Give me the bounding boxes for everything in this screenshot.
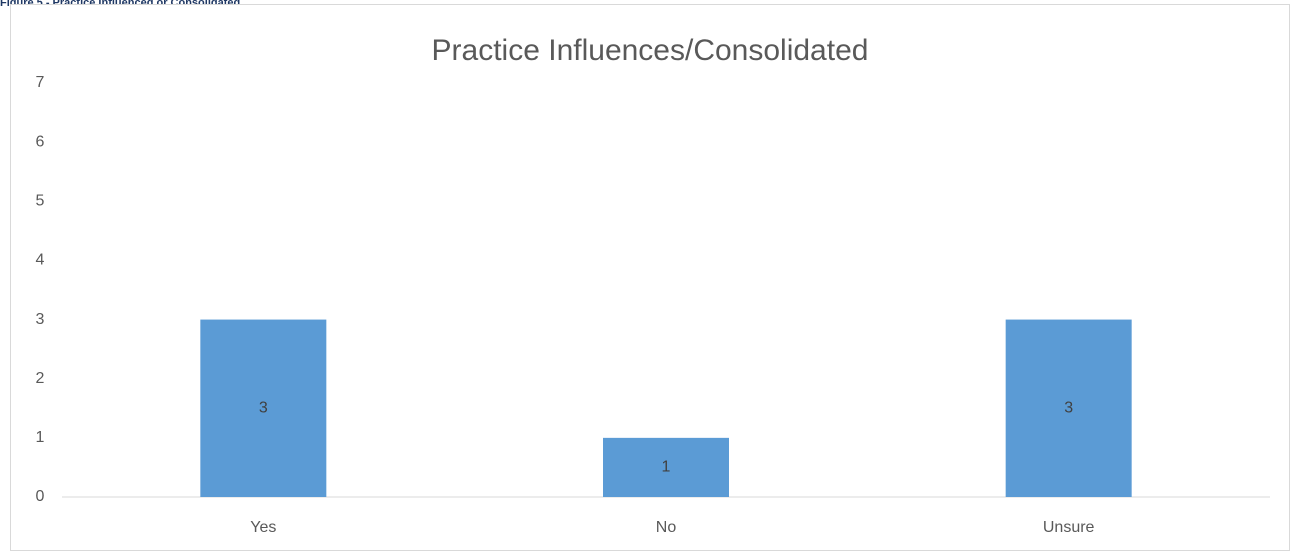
y-tick-label: 0	[36, 488, 45, 505]
x-tick-label: Unsure	[1043, 519, 1095, 536]
data-label: 1	[662, 459, 671, 476]
chart-title: Practice Influences/Consolidated	[432, 34, 869, 67]
y-tick-label: 2	[36, 370, 45, 387]
x-tick-label: No	[656, 519, 677, 536]
y-tick-label: 4	[36, 252, 45, 269]
bar	[200, 319, 327, 497]
data-label: 3	[1064, 400, 1073, 417]
y-tick-label: 7	[36, 74, 45, 91]
y-tick-label: 5	[36, 193, 45, 210]
y-tick-label: 3	[36, 311, 45, 328]
data-label: 3	[259, 400, 268, 417]
y-tick-label: 1	[36, 429, 45, 446]
x-tick-label: Yes	[250, 519, 276, 536]
bar	[1005, 319, 1132, 497]
bar	[603, 437, 729, 497]
y-tick-label: 6	[36, 133, 45, 150]
